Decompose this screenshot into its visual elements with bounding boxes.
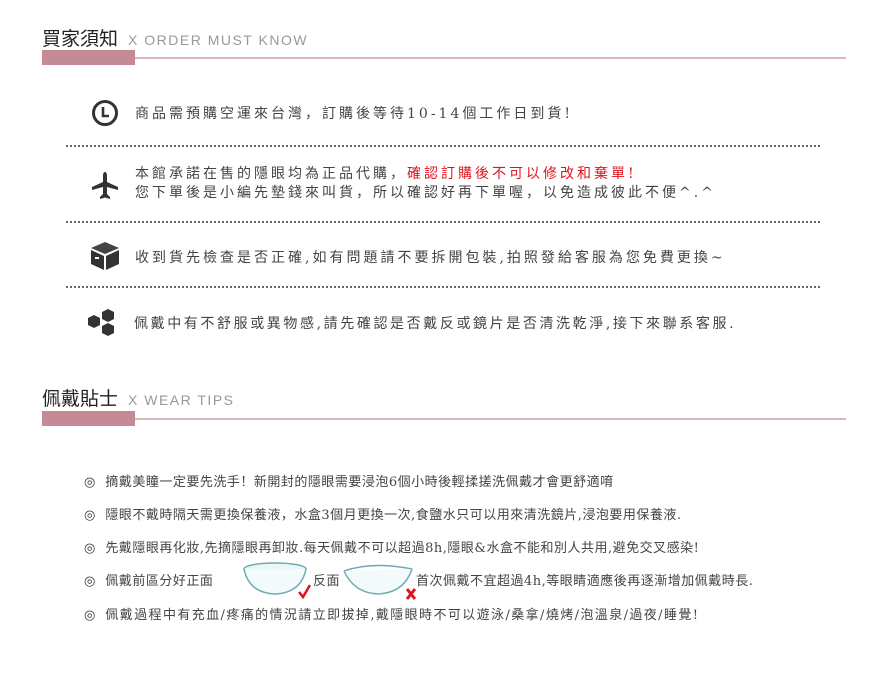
- tip-row: ◎ 先戴隱眼再化妝,先摘隱眼再卸妝.每天佩戴不可以超過8h,隱眼&水盒不能和別人共…: [84, 537, 699, 556]
- order-item-text: 本館承諾在售的隱眼均為正品代購，確認訂購後不可以修改和棄單!: [135, 163, 637, 183]
- airplane-icon: [92, 172, 118, 199]
- tip-row: ◎ 佩戴過程中有充血/疼痛的情況請立即拔掉,戴隱眼時不可以遊泳/桑拿/燒烤/泡溫泉…: [84, 604, 699, 623]
- section-accent-bar: [42, 411, 135, 426]
- cubes-icon: [88, 309, 114, 336]
- tip-text: 佩戴過程中有充血/疼痛的情況請立即拔掉,戴隱眼時不可以遊泳/桑拿/燒烤/泡溫泉/…: [105, 608, 700, 623]
- order-section-subtitle: X ORDER MUST KNOW: [128, 32, 309, 48]
- section-divider: [135, 418, 846, 420]
- bullet-icon: ◎: [84, 475, 96, 490]
- order-item-text: 商品需預購空運來台灣，訂購後等待10-14個工作日到貨!: [135, 106, 573, 122]
- wear-section-title: 佩戴貼士: [42, 388, 119, 410]
- box-icon: [91, 242, 119, 270]
- clock-icon: [92, 100, 118, 126]
- tip-row: ◎ 佩戴前區分好正面: [84, 570, 213, 589]
- order-item-text-part: 本館承諾在售的隱眼均為正品代購，: [135, 166, 407, 182]
- order-item-text: 收到貨先檢查是否正確,如有問題請不要拆開包裝,拍照發給客服為您免費更換~: [135, 250, 726, 266]
- lens-correct-icon: [243, 562, 311, 600]
- order-item-text-line2: 您下單後是小編先墊錢來叫貨，所以確認好再下單喔，以免造成彼此不便^.^: [135, 185, 716, 201]
- wear-section-subtitle: X WEAR TIPS: [128, 392, 235, 408]
- tip-row: ◎ 摘戴美瞳一定要先洗手！新開封的隱眼需要浸泡6個小時後輕揉搓洗佩戴才會更舒適唷: [84, 471, 614, 490]
- tip-text: 摘戴美瞳一定要先洗手！新開封的隱眼需要浸泡6個小時後輕揉搓洗佩戴才會更舒適唷: [105, 475, 614, 490]
- order-warning-text: 確認訂購後不可以修改和棄單!: [407, 166, 637, 182]
- dotted-divider: [66, 286, 820, 288]
- tip-text: 先戴隱眼再化妝,先摘隱眼再卸妝.每天佩戴不可以超過8h,隱眼&水盒不能和別人共用…: [105, 541, 700, 556]
- bullet-icon: ◎: [84, 608, 96, 623]
- order-item-text: 佩戴中有不舒服或異物感,請先確認是否戴反或鏡片是否清洗乾淨,接下來聯系客服.: [134, 316, 737, 332]
- dotted-divider: [66, 145, 820, 147]
- section-accent-bar: [42, 50, 135, 65]
- bullet-icon: ◎: [84, 541, 96, 556]
- tip-text: 佩戴前區分好正面: [105, 574, 214, 589]
- tip-text: 首次佩戴不宜超過4h,等眼睛適應後再逐漸增加佩戴時長.: [416, 574, 754, 589]
- section-divider: [135, 57, 846, 59]
- lens-inverted-icon: [343, 564, 417, 600]
- order-section-title: 買家須知: [42, 28, 119, 50]
- dotted-divider: [66, 221, 820, 223]
- tip-text: 反面: [313, 574, 341, 589]
- bullet-icon: ◎: [84, 574, 96, 589]
- tip-text: 隱眼不戴時隔天需更換保養液，水盒3個月更換一次,食鹽水只可以用來清洗鏡片,浸泡要…: [105, 508, 682, 523]
- wear-section-header: 佩戴貼士 X WEAR TIPS: [42, 384, 235, 411]
- tip-row: ◎ 隱眼不戴時隔天需更換保養液，水盒3個月更換一次,食鹽水只可以用來清洗鏡片,浸泡…: [84, 504, 682, 523]
- order-section-header: 買家須知 X ORDER MUST KNOW: [42, 24, 308, 51]
- bullet-icon: ◎: [84, 508, 96, 523]
